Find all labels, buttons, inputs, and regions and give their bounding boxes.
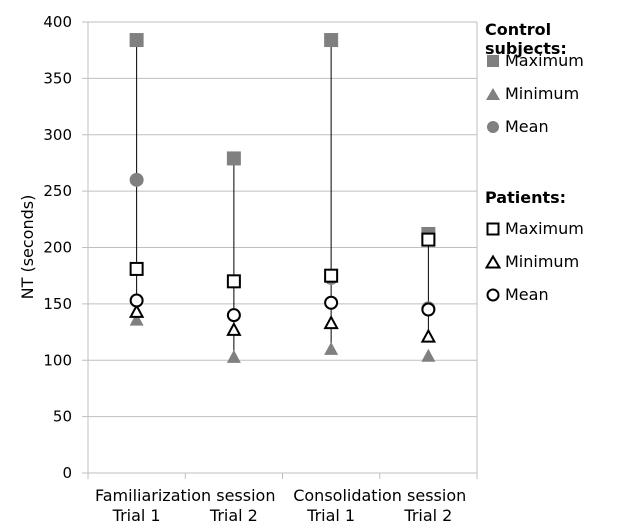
legend-control-minimum: Minimum xyxy=(485,77,638,110)
patients-maximum-point xyxy=(226,274,241,289)
control-maximum-point xyxy=(129,33,144,48)
gray-circle-icon xyxy=(487,120,499,133)
x-tick-label: Trial 1 xyxy=(112,506,161,524)
y-tick-label: 400 xyxy=(43,13,72,31)
legend-control-maximum: Maximum xyxy=(485,44,638,77)
legend-patients-maximum: Maximum xyxy=(485,212,584,245)
legend-label: Minimum xyxy=(505,84,580,103)
patients-mean-point xyxy=(324,295,339,310)
legend-label: Maximum xyxy=(505,219,584,238)
x-group-label: Consolidation session xyxy=(293,486,466,505)
y-tick-label: 100 xyxy=(43,351,72,369)
x-tick-label: Trial 2 xyxy=(403,506,452,524)
x-tick-label: Trial 2 xyxy=(209,506,258,524)
y-axis-label: NT (seconds) xyxy=(18,195,37,300)
control-minimum-point xyxy=(324,341,339,355)
patients-mean-point xyxy=(421,302,436,317)
patients-mean-point xyxy=(129,293,144,308)
y-tick-label: 250 xyxy=(43,182,72,200)
chart: 0 50 100 150 200 250 300 350 400 Familiarization … xyxy=(18,0,478,524)
legend-patients-title: Patients: xyxy=(485,188,567,207)
patients-mean-point xyxy=(226,308,241,323)
patients-minimum-point xyxy=(128,303,145,318)
legend-label: Mean xyxy=(505,117,549,136)
patients-minimum-point xyxy=(420,328,437,343)
control-minimum-point xyxy=(129,312,144,326)
y-tick-label: 350 xyxy=(43,69,72,87)
legend-control-title: Control subjects: xyxy=(485,20,567,58)
data-markers xyxy=(128,33,437,363)
control-minimum-point xyxy=(421,348,436,362)
legend-control-mean: Mean xyxy=(485,110,638,143)
y-tick-label: 50 xyxy=(53,408,72,426)
legend-control: Control subjects: Maximum Minimum Mean xyxy=(485,20,638,143)
control-mean-point xyxy=(129,172,144,187)
y-tick-label: 0 xyxy=(62,464,72,482)
open-square-icon xyxy=(486,222,500,235)
patients-minimum-point xyxy=(323,314,339,330)
y-tick-label: 150 xyxy=(43,295,72,313)
axes: 0 50 100 150 200 250 300 350 400 Familiarization … xyxy=(43,0,478,524)
control-maximum-point xyxy=(324,33,339,48)
legend-patients-mean: Mean xyxy=(485,278,584,311)
gray-square-icon xyxy=(487,54,499,67)
legend-patients: Patients: Maximum Minimum Mean xyxy=(485,188,584,311)
legend-patients-minimum: Minimum xyxy=(485,245,584,278)
placeholder xyxy=(88,0,477,477)
legend-label: Maximum xyxy=(505,51,584,70)
legend-label: Mean xyxy=(505,285,549,304)
open-circle-icon xyxy=(486,288,500,301)
patients-maximum-point xyxy=(324,268,339,283)
patients-maximum-point xyxy=(129,261,144,276)
x-tick-label: Trial 1 xyxy=(306,506,355,524)
range-lines xyxy=(136,40,429,357)
gray-triangle-icon xyxy=(486,87,500,100)
control-minimum-point xyxy=(226,349,241,363)
patients-minimum-point xyxy=(226,321,242,336)
y-tick-label: 200 xyxy=(43,239,72,257)
control-maximum-point xyxy=(226,151,241,166)
open-triangle-icon xyxy=(485,254,501,268)
y-tick-label: 300 xyxy=(43,126,72,144)
x-group-label: Familiarization session xyxy=(95,486,275,505)
legend-label: Minimum xyxy=(505,252,580,271)
gridlines xyxy=(88,21,477,418)
patients-maximum-point xyxy=(421,232,436,247)
